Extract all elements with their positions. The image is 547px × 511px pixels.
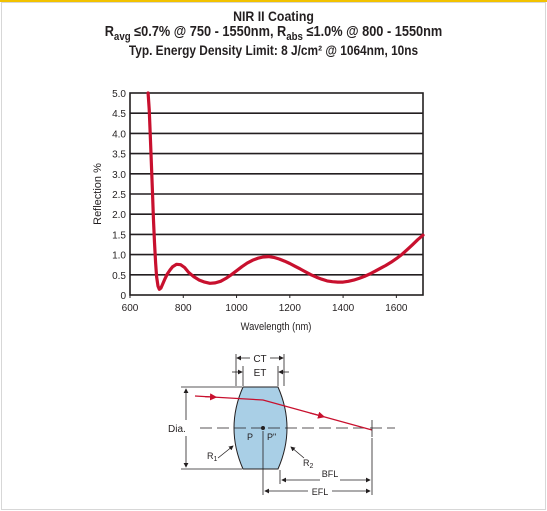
x-tick-label: 600: [122, 303, 139, 314]
x-tick-label: 1000: [225, 303, 248, 314]
x-tick-labels: 600 800 1000 1200 1400 1600: [122, 295, 408, 314]
ray-arrow-in: [204, 393, 218, 401]
y-tick-label: 1.5: [112, 230, 126, 241]
r2-subscript: 2: [310, 463, 314, 470]
y-axis-label: Reflection %: [92, 163, 104, 225]
y-tick-label: 3.0: [112, 170, 126, 181]
y-tick-labels: 0 0.5 1.0 1.5 2.0 2.5 3.0 3.5 4.0 4.5 5.0: [112, 89, 126, 302]
x-tick-label: 1400: [332, 303, 355, 314]
x-tick-label: 1600: [385, 303, 408, 314]
y-tick-label: 4.0: [112, 129, 126, 140]
ravg-spec: ≤0.7% @ 750 - 1550nm,: [130, 24, 278, 40]
y-tick-label: 1.0: [112, 251, 126, 262]
ravg-subscript: avg: [113, 30, 131, 43]
ravg-symbol: R: [104, 24, 114, 40]
efl-label: EFL: [312, 487, 329, 497]
ct-label: CT: [253, 354, 266, 365]
x-axis-label: Wavelength (nm): [241, 321, 312, 333]
rabs-subscript: abs: [286, 30, 303, 43]
y-tick-label: 0: [120, 291, 126, 302]
principal-point-marker: [261, 426, 265, 430]
energy-density-spec: Typ. Energy Density Limit: 8 J/cm² @ 106…: [128, 43, 419, 58]
x-tick-label: 1200: [279, 303, 302, 314]
r2-leader: [290, 446, 305, 459]
y-tick-label: 2.0: [112, 210, 126, 221]
chart-title: NIR II Coating: [233, 8, 314, 24]
plot-frame: [129, 92, 424, 296]
bfl-label: BFL: [322, 469, 339, 479]
reflectance-spec: Ravg ≤0.7% @ 750 - 1550nm, Rabs ≤1.0% @ …: [33, 24, 514, 43]
x-tick-label: 800: [175, 303, 192, 314]
r2-symbol: R: [303, 458, 310, 468]
ray-arrow-out: [309, 411, 326, 419]
principal-point-p2: P": [267, 432, 276, 442]
reflection-curve: [146, 91, 425, 291]
y-tick-label: 4.5: [112, 109, 126, 120]
y-tick-label: 3.5: [112, 150, 126, 161]
rabs-spec: ≤1.0% @ 800 - 1550nm: [302, 24, 443, 40]
r1-leader: [217, 445, 234, 459]
principal-point-p: P: [247, 432, 253, 442]
gridlines: [130, 112, 423, 276]
r1-symbol: R: [207, 451, 214, 461]
rabs-symbol: R: [277, 24, 287, 40]
et-label: ET: [254, 368, 267, 379]
y-tick-label: 2.5: [112, 190, 126, 201]
light-ray: [194, 395, 373, 431]
dia-label: Dia.: [168, 424, 186, 435]
r1-subscript: 1: [214, 456, 218, 463]
reflection-chart: 0 0.5 1.0 1.5 2.0 2.5 3.0 3.5 4.0 4.5 5.0 600 800 10…: [92, 89, 425, 333]
r1-label: R1: [207, 451, 218, 463]
top-accent-bar: [0, 0, 547, 2]
y-tick-label: 5.0: [112, 89, 126, 100]
y-tick-label: 0.5: [112, 271, 126, 282]
r2-label: R2: [303, 458, 314, 470]
